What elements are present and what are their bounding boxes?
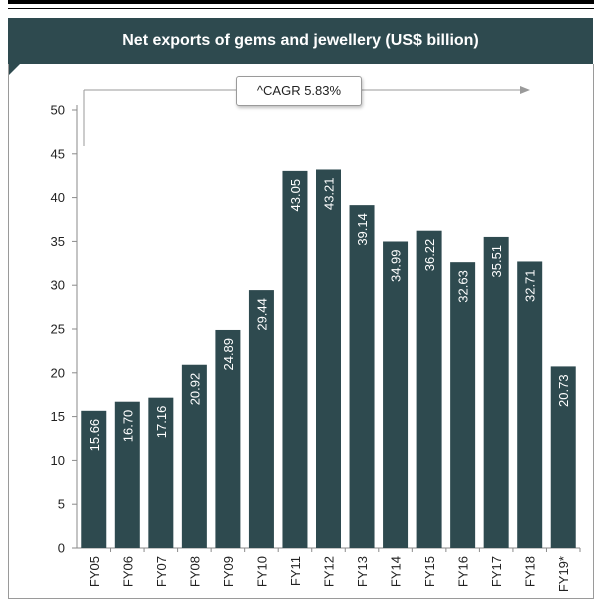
- data-label: 29.44: [254, 298, 269, 331]
- x-tick-label: FY12: [322, 556, 337, 587]
- banner-corner: [8, 64, 20, 76]
- data-label: 15.66: [87, 419, 102, 452]
- bar-fy14: [383, 241, 409, 548]
- data-label: 39.14: [355, 213, 370, 246]
- bar-fy15: [416, 230, 442, 548]
- y-tick-label: 50: [51, 103, 65, 118]
- y-tick-label: 0: [58, 541, 65, 556]
- data-label: 43.05: [288, 179, 303, 212]
- data-label: 20.92: [187, 373, 202, 406]
- cagr-arrow-head: [520, 86, 530, 94]
- y-tick-label: 35: [51, 234, 65, 249]
- title-banner: Net exports of gems and jewellery (US$ b…: [8, 18, 593, 64]
- bar-fy16: [450, 262, 476, 548]
- y-tick-label: 30: [51, 278, 65, 293]
- y-tick-label: 20: [51, 365, 65, 380]
- x-tick-label: FY16: [456, 556, 471, 587]
- bar-fy09: [215, 329, 241, 548]
- top-rule: [8, 0, 594, 4]
- data-label: 16.70: [120, 410, 135, 443]
- x-tick-label: FY19*: [556, 556, 571, 592]
- chart-title: Net exports of gems and jewellery (US$ b…: [122, 32, 479, 49]
- bar-fy08: [181, 364, 207, 548]
- bar-fy07: [148, 397, 174, 548]
- y-tick-label: 10: [51, 453, 65, 468]
- x-tick-label: FY09: [221, 556, 236, 587]
- x-tick-label: FY14: [389, 556, 404, 587]
- data-label: 34.99: [389, 249, 404, 282]
- x-tick-label: FY18: [523, 556, 538, 587]
- bar-fy12: [316, 169, 341, 548]
- bar-fy17: [483, 236, 509, 548]
- data-label: 24.89: [221, 338, 236, 371]
- cagr-annotation: ^CAGR 5.83%: [236, 76, 362, 106]
- bar-fy06: [114, 401, 140, 548]
- data-label: 36.22: [422, 239, 437, 272]
- bar-fy13: [349, 205, 375, 548]
- data-label: 32.63: [456, 270, 471, 303]
- y-tick-label: 45: [51, 146, 65, 161]
- y-tick-label: 40: [51, 190, 65, 205]
- x-tick-label: FY05: [87, 556, 102, 587]
- y-tick-label: 15: [51, 409, 65, 424]
- top-rule-thin: [8, 8, 594, 9]
- x-tick-label: FY10: [254, 556, 269, 587]
- x-tick-label: FY06: [120, 556, 135, 587]
- y-tick-label: 5: [58, 497, 65, 512]
- x-tick-label: FY11: [288, 556, 303, 586]
- y-tick-label: 25: [51, 322, 65, 337]
- bar-fy05: [81, 410, 107, 548]
- x-tick-label: FY15: [422, 556, 437, 587]
- data-label: 32.71: [523, 269, 538, 302]
- x-tick-label: FY13: [355, 556, 370, 587]
- bar-fy10: [248, 290, 274, 548]
- x-tick-label: FY17: [489, 556, 504, 587]
- data-label: 20.73: [556, 374, 571, 407]
- data-label: 35.51: [489, 245, 504, 278]
- bar-fy18: [517, 261, 543, 548]
- x-tick-label: FY07: [154, 556, 169, 587]
- bar-fy19: [550, 366, 576, 548]
- bar-fy11: [282, 170, 308, 548]
- data-label: 43.21: [322, 177, 337, 210]
- chart-frame: [8, 64, 594, 599]
- x-tick-label: FY08: [187, 556, 202, 587]
- data-label: 17.16: [154, 406, 169, 439]
